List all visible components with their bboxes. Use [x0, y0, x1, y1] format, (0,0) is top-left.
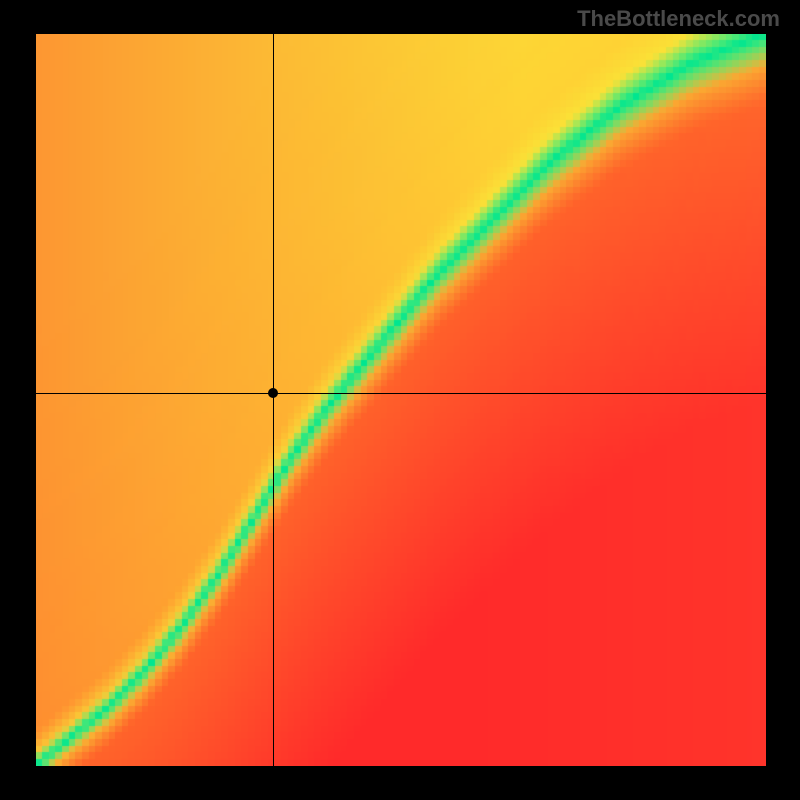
watermark-text: TheBottleneck.com: [577, 6, 780, 32]
crosshair-marker: [268, 388, 278, 398]
bottleneck-heatmap: [36, 34, 766, 766]
crosshair-vertical: [273, 34, 274, 766]
crosshair-horizontal: [36, 393, 766, 394]
